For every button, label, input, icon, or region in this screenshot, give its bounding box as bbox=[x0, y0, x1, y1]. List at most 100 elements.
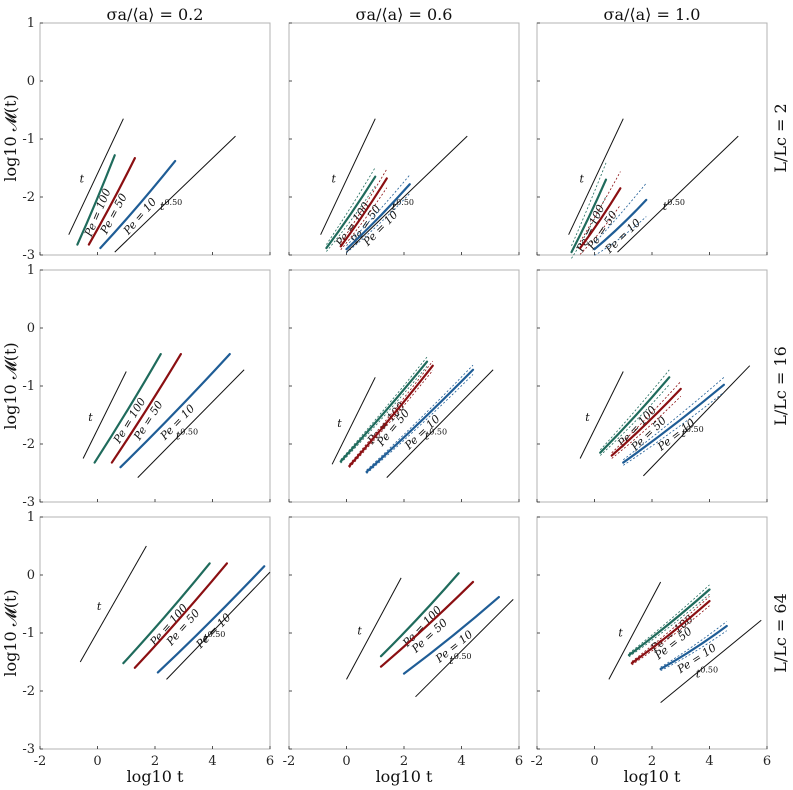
x-tick-label: 4 bbox=[705, 754, 713, 769]
series-band bbox=[660, 621, 727, 668]
series-band bbox=[340, 168, 388, 244]
y-tick-label: -2 bbox=[22, 190, 35, 205]
x-tick-label: 4 bbox=[457, 754, 465, 769]
y-tick-label: 0 bbox=[27, 74, 35, 89]
reference-label-t: t bbox=[88, 411, 93, 424]
x-tick-label: 2 bbox=[400, 754, 408, 769]
reference-label-t: t bbox=[337, 417, 342, 430]
reference-line-t-half bbox=[415, 599, 514, 698]
panel-frame bbox=[39, 22, 271, 256]
reference-label-t-half: t0.50 bbox=[160, 198, 182, 213]
reference-label-t: t bbox=[357, 625, 362, 638]
series-line-10 bbox=[99, 159, 177, 250]
series-line-50 bbox=[87, 157, 136, 246]
x-tick-label: -2 bbox=[531, 754, 544, 769]
reference-line-t-half bbox=[137, 369, 245, 478]
reference-label-t: t bbox=[97, 600, 102, 613]
reference-line-t bbox=[79, 545, 147, 663]
series-line-50 bbox=[579, 187, 622, 250]
reference-label-t-half: t0.50 bbox=[392, 198, 414, 213]
y-tick-label: -3 bbox=[22, 742, 35, 757]
row-title-2: L/Lc = 64 bbox=[771, 593, 790, 673]
reference-line-t-half bbox=[643, 365, 751, 477]
series-line-50 bbox=[110, 353, 182, 464]
y-tick-label: -3 bbox=[22, 495, 35, 510]
reference-label-t: t bbox=[580, 173, 585, 186]
x-tick-label: 6 bbox=[763, 754, 771, 769]
reference-line-t bbox=[82, 371, 127, 459]
series-band bbox=[366, 374, 474, 474]
panel-frame bbox=[288, 22, 520, 256]
y-tick-label: -1 bbox=[22, 626, 35, 641]
series-band bbox=[623, 377, 725, 461]
reference-line-t bbox=[568, 118, 624, 235]
x-tick-label: -2 bbox=[34, 754, 47, 769]
y-tick-label: -1 bbox=[22, 132, 35, 147]
series-line-50 bbox=[610, 387, 682, 457]
reference-label-t-half: t0.50 bbox=[203, 630, 225, 645]
series-band bbox=[594, 216, 647, 256]
series-band bbox=[366, 364, 474, 471]
series-band bbox=[660, 630, 727, 672]
x-tick-label: 4 bbox=[208, 754, 216, 769]
x-tick-label: 6 bbox=[515, 754, 523, 769]
series-band bbox=[611, 381, 682, 454]
y-tick-label: 1 bbox=[27, 16, 35, 31]
series-line-100 bbox=[325, 175, 377, 250]
series-line-10 bbox=[659, 624, 728, 671]
series-band bbox=[349, 370, 434, 469]
series-band bbox=[571, 162, 607, 246]
series-line-50 bbox=[339, 177, 388, 248]
series-line-100 bbox=[93, 353, 162, 464]
series-line-50 bbox=[348, 364, 434, 468]
series-band bbox=[326, 185, 376, 252]
series-band bbox=[611, 396, 682, 459]
reference-line-t-half bbox=[346, 135, 468, 253]
x-tick-label: 2 bbox=[648, 754, 656, 769]
series-line-50 bbox=[379, 580, 475, 668]
row-title-0: L/Lc = 2 bbox=[771, 103, 790, 172]
reference-label-t: t bbox=[585, 411, 590, 424]
reference-line-t-half bbox=[617, 135, 739, 253]
series-band bbox=[340, 187, 388, 251]
series-band bbox=[579, 204, 621, 255]
column-title-1: σa/⟨a⟩ = 0.6 bbox=[356, 5, 453, 24]
column-title-2: σa/⟨a⟩ = 1.0 bbox=[604, 5, 701, 24]
series-band bbox=[579, 171, 621, 242]
reference-label-t: t bbox=[618, 627, 623, 640]
series-line-100 bbox=[599, 376, 671, 454]
reference-line-t bbox=[320, 118, 376, 235]
series-line-10 bbox=[345, 183, 411, 251]
series-band bbox=[326, 167, 376, 245]
series-line-10 bbox=[156, 565, 266, 674]
x-tick-label: 2 bbox=[151, 754, 159, 769]
x-tick-label: 0 bbox=[93, 754, 101, 769]
x-tick-label: 0 bbox=[342, 754, 350, 769]
column-title-0: σa/⟨a⟩ = 0.2 bbox=[107, 5, 204, 24]
reference-label-t-half: t0.50 bbox=[449, 652, 471, 667]
y-axis-label-1: log10 𝓜(t) bbox=[1, 342, 20, 429]
reference-line-t bbox=[346, 577, 402, 680]
x-axis-label-2: log10 t bbox=[624, 767, 681, 786]
reference-line-t bbox=[608, 581, 662, 680]
series-band bbox=[571, 196, 607, 259]
reference-line-t bbox=[331, 377, 376, 465]
series-line-100 bbox=[76, 154, 116, 246]
series-line-100 bbox=[379, 572, 460, 658]
panel-frame bbox=[536, 516, 768, 750]
row-title-1: L/Lc = 16 bbox=[771, 346, 790, 426]
y-tick-label: -2 bbox=[22, 437, 35, 452]
series-line-10 bbox=[402, 595, 500, 675]
series-line-100 bbox=[627, 588, 711, 657]
panel-frame bbox=[536, 22, 768, 256]
reference-line-t bbox=[68, 118, 124, 235]
reference-label-t: t bbox=[332, 173, 337, 186]
